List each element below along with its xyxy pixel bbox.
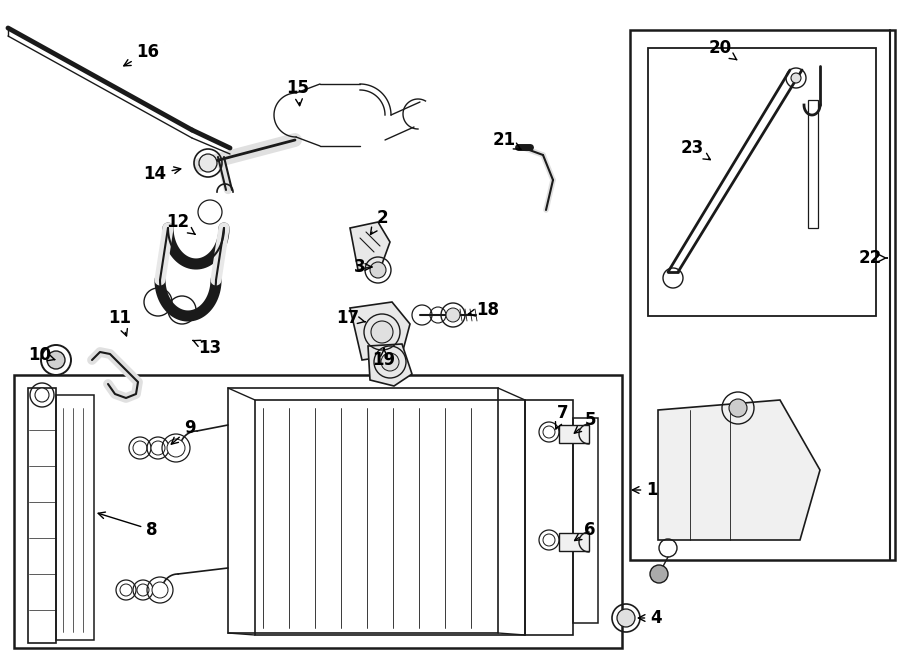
Bar	[630, 30, 895, 560]
Bar	[525, 400, 573, 635]
Text: 20: 20	[708, 39, 737, 59]
Circle shape	[370, 262, 386, 278]
Text: 19: 19	[373, 348, 396, 369]
Circle shape	[47, 351, 65, 369]
Text: 5: 5	[574, 411, 596, 433]
Bar	[228, 388, 498, 633]
Circle shape	[650, 565, 668, 583]
Text: 22: 22	[859, 249, 887, 267]
Text: 21: 21	[492, 131, 521, 149]
Bar	[648, 48, 876, 316]
Bar	[808, 100, 818, 228]
Circle shape	[199, 154, 217, 172]
Polygon shape	[658, 400, 820, 540]
Bar	[14, 375, 622, 648]
Circle shape	[371, 321, 393, 343]
Text: 4: 4	[638, 609, 662, 627]
Circle shape	[120, 584, 132, 596]
Text: 9: 9	[171, 419, 196, 444]
Text: 23: 23	[680, 139, 710, 160]
Circle shape	[446, 308, 460, 322]
Text: 18: 18	[468, 301, 500, 319]
Polygon shape	[350, 302, 410, 360]
Polygon shape	[350, 222, 390, 270]
Text: 3: 3	[355, 258, 372, 276]
Text: 10: 10	[29, 346, 55, 364]
Text: 13: 13	[193, 339, 221, 357]
Bar	[255, 400, 525, 635]
Circle shape	[151, 441, 165, 455]
Polygon shape	[368, 344, 412, 386]
Text: 2: 2	[371, 209, 388, 235]
Text: 17: 17	[337, 309, 365, 327]
Circle shape	[137, 584, 149, 596]
Bar	[559, 533, 589, 551]
Bar	[559, 425, 589, 443]
Text: 11: 11	[109, 309, 131, 336]
Circle shape	[729, 399, 747, 417]
Circle shape	[35, 388, 49, 402]
Bar	[573, 418, 598, 623]
Text: 15: 15	[286, 79, 310, 106]
Text: 12: 12	[166, 213, 195, 234]
Circle shape	[152, 582, 168, 598]
Circle shape	[133, 441, 147, 455]
Circle shape	[167, 439, 185, 457]
Circle shape	[791, 73, 801, 83]
Text: 1: 1	[633, 481, 658, 499]
Text: 14: 14	[143, 165, 181, 183]
Bar	[28, 388, 56, 643]
Bar	[56, 395, 94, 640]
Text: 16: 16	[124, 43, 159, 66]
Circle shape	[543, 534, 555, 546]
Circle shape	[617, 609, 635, 627]
Text: 7: 7	[555, 404, 569, 429]
Circle shape	[381, 353, 399, 371]
Text: 8: 8	[98, 512, 158, 539]
Circle shape	[543, 426, 555, 438]
Text: 6: 6	[574, 521, 596, 541]
